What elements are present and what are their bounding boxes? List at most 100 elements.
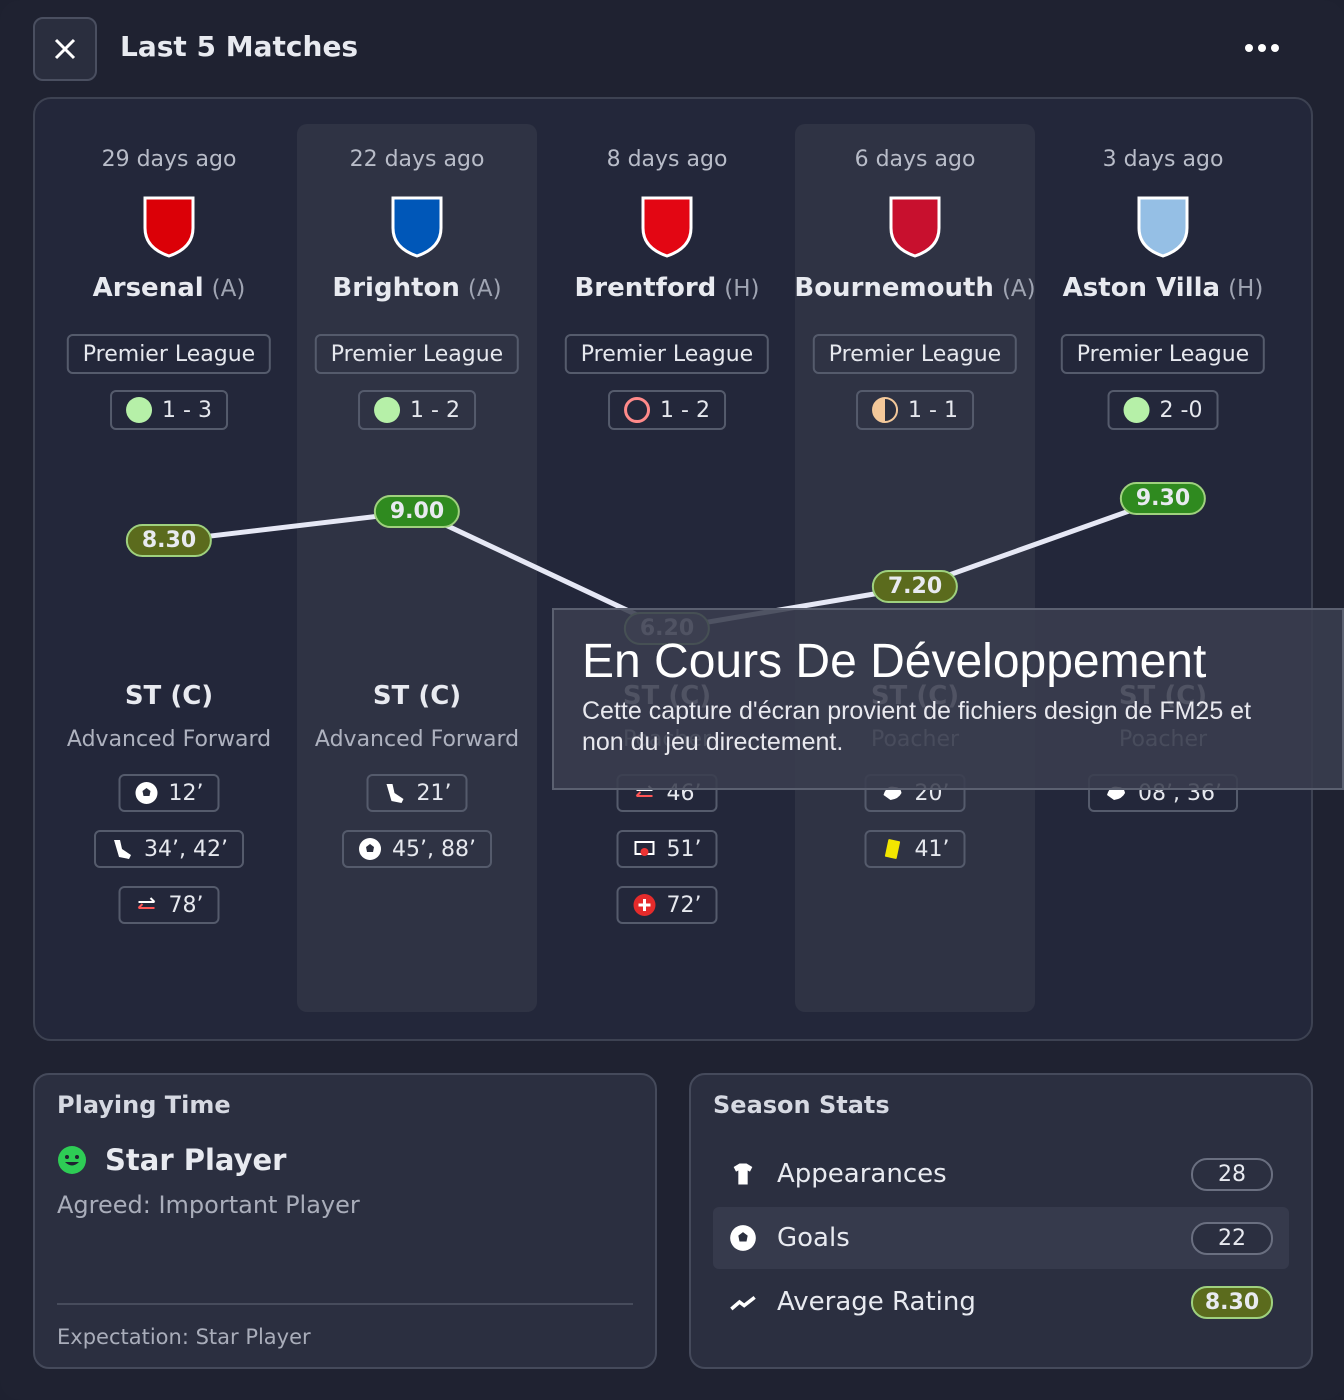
competition-pill: Premier League (564, 334, 770, 374)
rating-label: 8.30 (125, 523, 213, 557)
shot-icon (883, 786, 902, 800)
event-time: 41’ (914, 836, 950, 862)
competition-pill: Premier League (314, 334, 520, 374)
position: ST (C) (124, 681, 214, 711)
column-highlight (795, 124, 1035, 1012)
position: ST (C) (372, 681, 462, 711)
venue: (A) (467, 276, 502, 302)
competition-pill: Premier League (66, 334, 272, 374)
stat-label: Appearances (777, 1159, 947, 1189)
team-name: Brighton (A) (332, 273, 501, 303)
team-crest (889, 196, 941, 258)
overlay-text: Cette capture d'écran provient de fichie… (582, 697, 1252, 756)
competition-pill: Premier League (812, 334, 1018, 374)
title: Last 5 Matches (120, 30, 359, 63)
stat-row: Average Rating 8.30 (713, 1271, 1289, 1333)
score-pill: 2 -0 (1107, 390, 1219, 430)
event-pill: 45’, 88’ (342, 830, 492, 868)
assist-icon (114, 840, 132, 859)
matches-panel: 29 days ago Arsenal (A) Premier League 1 - 3… (33, 97, 1313, 1041)
more-button[interactable] (1244, 40, 1280, 56)
divider (57, 1303, 633, 1305)
event-pill: 12’ (118, 774, 220, 812)
competition: Premier League (580, 341, 754, 367)
team-name: Brentford (H) (574, 273, 759, 303)
venue: (H) (1228, 276, 1264, 302)
stat-row: Appearances 28 (713, 1143, 1289, 1205)
team: Brighton (332, 273, 460, 303)
team: Bournemouth (794, 273, 994, 303)
team-crest (143, 196, 195, 258)
event-time: 21’ (416, 780, 452, 806)
days-ago: 8 days ago (606, 147, 728, 172)
team-crest (1137, 196, 1189, 258)
close-button[interactable] (33, 17, 97, 81)
competition: Premier League (330, 341, 504, 367)
score-pill: 1 - 3 (110, 390, 228, 430)
agreed: Agreed: Important Player (57, 1191, 360, 1219)
result-indicator (872, 397, 899, 423)
event-time: 34’, 42’ (144, 836, 228, 862)
stat-value: 28 (1191, 1157, 1273, 1191)
team: Brentford (574, 273, 717, 303)
rating-label: 9.00 (373, 494, 461, 528)
event-time: 45’, 88’ (392, 836, 476, 862)
days-ago: 3 days ago (1102, 147, 1224, 172)
yellow-icon (884, 839, 901, 859)
event-pill: 51’ (616, 830, 718, 868)
result-indicator (624, 397, 651, 423)
event-time: 78’ (168, 892, 204, 918)
event-time: 12’ (168, 780, 204, 806)
result-indicator (1123, 397, 1150, 423)
team-name: Bournemouth (A) (794, 273, 1035, 303)
shot-icon (1107, 786, 1126, 800)
event-pill: 21’ (366, 774, 468, 812)
team-name: Arsenal (A) (93, 273, 246, 303)
event-time: 51’ (666, 836, 702, 862)
rating-label: 9.30 (1119, 482, 1207, 515)
stat-label: Average Rating (777, 1287, 976, 1317)
sub-icon (137, 897, 156, 909)
season-stats-panel: Season Stats Appearances 28 Goals 22 Average … (689, 1073, 1313, 1369)
expectation: Expectation: Star Player (57, 1325, 311, 1349)
result-indicator (374, 397, 401, 423)
score: 1 - 2 (410, 397, 460, 423)
days-ago: 22 days ago (349, 147, 485, 172)
event-pill: 78’ (118, 886, 220, 924)
event-pill: 41’ (864, 830, 966, 868)
team-name: Aston Villa (H) (1063, 273, 1264, 303)
goal-icon (730, 1225, 756, 1251)
score-pill: 1 - 2 (608, 390, 726, 430)
event-time: 72’ (666, 892, 702, 918)
days-ago: 6 days ago (854, 147, 976, 172)
score: 1 - 1 (908, 397, 958, 423)
competition: Premier League (1076, 341, 1250, 367)
goal-icon (359, 838, 382, 860)
goal-icon (135, 782, 158, 804)
venue: (A) (1001, 276, 1036, 302)
competition: Premier League (82, 341, 256, 367)
save-icon (634, 841, 655, 856)
smile-icon (58, 1146, 86, 1174)
competition-pill: Premier League (1060, 334, 1266, 374)
team-crest (641, 196, 693, 258)
event-pill: 34’, 42’ (94, 830, 244, 868)
assist-icon (386, 784, 404, 803)
injury-icon (633, 894, 656, 916)
event-pill: 72’ (616, 886, 718, 924)
score: 1 - 3 (162, 397, 212, 423)
role: Advanced Forward (314, 727, 520, 752)
team: Aston Villa (1062, 273, 1221, 303)
shirt-icon (733, 1163, 753, 1185)
overlay-title: En Cours De Développement (582, 635, 1207, 688)
status: Star Player (105, 1143, 287, 1177)
days-ago: 29 days ago (101, 147, 237, 172)
trend-icon (730, 1295, 756, 1311)
role: Advanced Forward (66, 727, 272, 752)
stat-row: Goals 22 (713, 1207, 1289, 1269)
result-indicator (126, 397, 153, 423)
score: 1 - 2 (660, 397, 710, 423)
venue: (A) (211, 276, 246, 302)
close-icon (54, 38, 76, 60)
